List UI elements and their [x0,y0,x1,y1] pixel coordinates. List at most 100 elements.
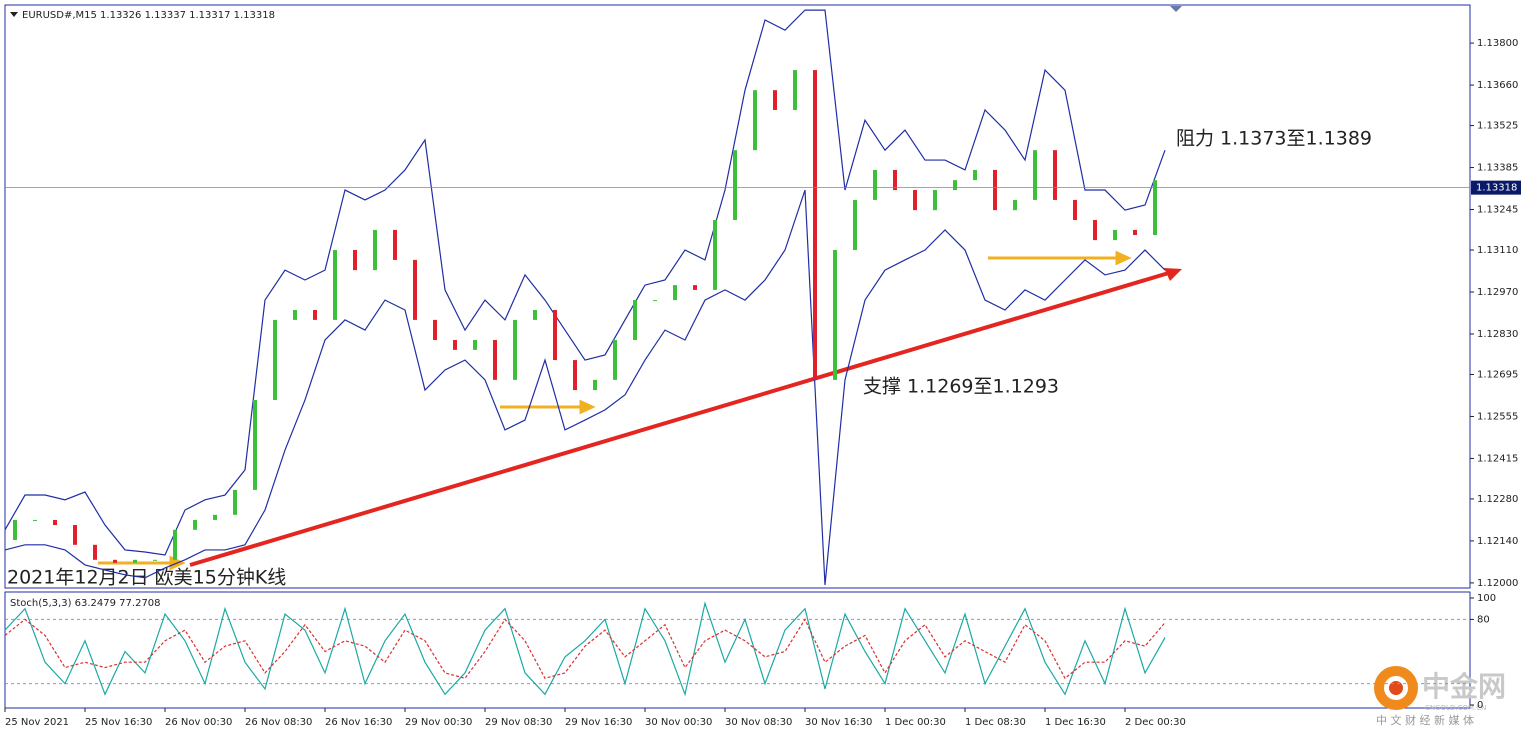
candle [913,190,917,211]
candle [813,70,817,380]
candle [233,489,237,515]
candle [793,70,797,110]
x-tick-label: 29 Nov 16:30 [565,717,632,728]
bollinger-band [4,189,1166,586]
x-tick-label: 30 Nov 08:30 [725,717,792,728]
logo-dot [1389,681,1403,695]
watermark-slogan: 中 文 财 经 新 媒 体 [1376,713,1474,727]
candle [753,90,757,151]
y-tick-label: 1.12280 [1477,494,1518,505]
candle [1033,150,1037,200]
y-tick-label: 1.12555 [1477,411,1518,422]
candle [193,519,197,530]
candle [873,169,877,200]
y-tick-label: 1.13110 [1477,245,1518,256]
candle [853,199,857,251]
stoch-title: Stoch(5,3,3) 63.2479 77.2708 [10,598,161,609]
candle [633,300,637,340]
y-tick-label: 1.13660 [1477,80,1518,91]
y-tick-label: 80 [1477,614,1490,625]
candle [953,180,957,191]
candle [1093,220,1097,241]
candle [53,519,57,526]
y-tick-label: 1.12830 [1477,329,1518,340]
last-price-label: 1.13318 [1476,183,1517,194]
x-tick-label: 29 Nov 00:30 [405,717,472,728]
candle [153,559,157,561]
candle [1053,150,1057,200]
resistance-note: 阻力 1.1373至1.1389 [1176,128,1372,150]
range-arrows [98,250,1132,571]
candle [833,250,837,380]
x-tick-label: 26 Nov 16:30 [325,717,392,728]
arrow-head [1115,250,1132,266]
y-tick-label: 1.13800 [1477,38,1518,49]
candle [733,150,737,221]
candle [553,309,557,361]
y-tick-label: 1.13385 [1477,163,1518,174]
x-tick-label: 25 Nov 16:30 [85,717,152,728]
stoch-frame [4,591,1471,709]
y-tick-label: 100 [1477,593,1496,604]
candle [13,519,17,541]
shift-marker [1170,6,1182,12]
y-tick-label: 1.13525 [1477,121,1518,132]
candle [513,319,517,380]
x-tick-label: 2 Dec 00:30 [1125,717,1186,728]
candle [33,519,37,521]
candle [673,285,677,301]
x-tick-label: 29 Nov 08:30 [485,717,552,728]
menu-arrow [10,12,18,17]
candle [593,379,597,391]
y-tick-label: 1.12970 [1477,287,1518,298]
candle [253,399,257,490]
candle [293,309,297,320]
x-tick-label: 1 Dec 08:30 [965,717,1026,728]
stoch-line [4,618,1166,680]
bollinger-band [4,9,1166,556]
watermark-name: 中金网 [1422,670,1506,703]
stoch-line [4,601,1166,697]
candle [613,339,617,380]
candle [1153,180,1157,236]
trend-line [189,270,1173,567]
candle [353,250,357,271]
x-tick-label: 30 Nov 00:30 [645,717,712,728]
candle [433,319,437,340]
y-tick-label: 1.13245 [1477,205,1518,216]
support-note: 支撑 1.1269至1.1293 [863,376,1059,398]
candle [713,220,717,290]
watermark-site: CNGOLD.COM.CN [1425,704,1486,712]
candle [93,544,97,560]
candle [73,525,77,545]
candle [373,229,377,271]
y-tick-label: 1.12000 [1477,578,1518,589]
candle [113,559,117,563]
arrow-head [579,399,596,415]
candle [1073,199,1077,221]
candle [1133,229,1137,236]
y-tick-label: 0 [1477,700,1483,711]
y-tick-label: 1.12695 [1477,369,1518,380]
y-tick-label: 1.12140 [1477,536,1518,547]
candle [693,285,697,290]
candle [213,514,217,520]
chart-title: EURUSD#,M15 1.13326 1.13337 1.13317 1.13… [22,10,275,21]
candle [453,339,457,350]
candle [333,250,337,320]
candle [573,360,577,391]
x-tick-label: 25 Nov 2021 [5,717,69,728]
x-tick-label: 1 Dec 00:30 [885,717,946,728]
candle [973,169,977,181]
main-frame [4,4,1471,589]
candle [313,309,317,320]
x-tick-label: 26 Nov 08:30 [245,717,312,728]
candle [173,529,177,560]
candle [413,259,417,320]
last-price-box [1471,180,1521,195]
trend-arrow [1164,268,1182,281]
candle [653,300,657,302]
candle [1113,229,1117,241]
